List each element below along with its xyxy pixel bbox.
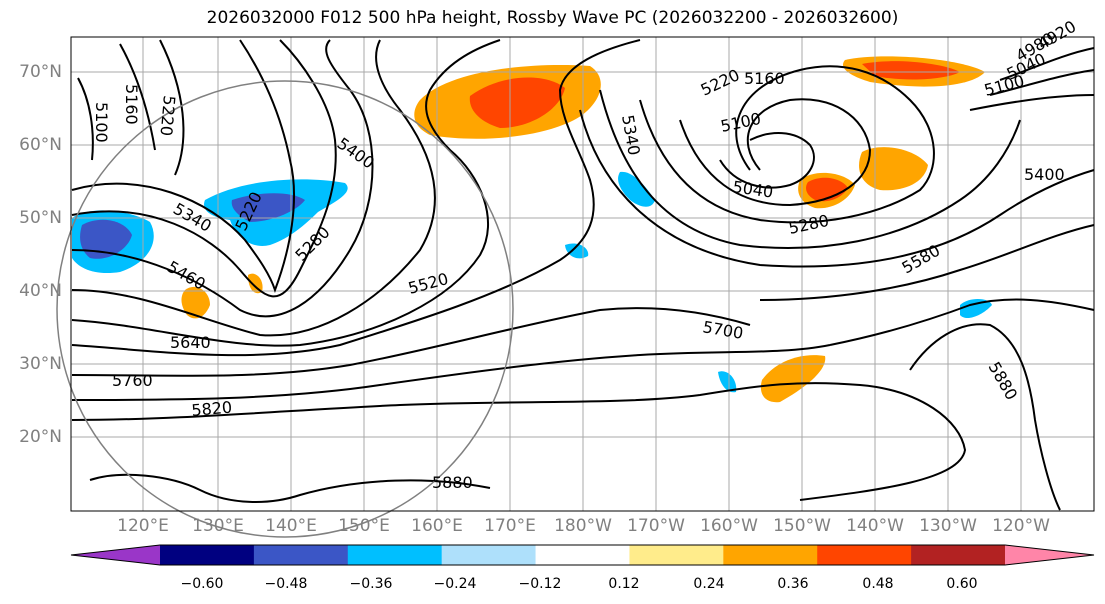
contour-line: [999, 47, 1095, 81]
contour-label: 5880: [432, 473, 473, 492]
map-frame: [70, 36, 1095, 512]
rossby-wave-shading: [72, 56, 992, 403]
contour-line: [71, 39, 337, 298]
contour-line: [119, 43, 156, 151]
colorbar-min-extension: [71, 545, 160, 565]
contour-line: [77, 77, 94, 161]
strong-positive-anomaly-area: [469, 77, 565, 128]
contour-line: [989, 69, 1095, 96]
contour-label: 5160: [122, 84, 141, 125]
colorbar-segment: [629, 545, 724, 565]
colorbar-tick-label: 0.24: [693, 576, 725, 592]
contour-line: [71, 382, 967, 501]
colorbar-outline: [70, 544, 1095, 566]
strong-negative-anomaly-area: [231, 193, 305, 222]
contour-line: [71, 39, 295, 293]
negative-anomaly-area: [718, 371, 737, 393]
colorbar-segment: [535, 545, 630, 565]
figure-title: 2026032000 F012 500 hPa height, Rossby W…: [206, 8, 899, 28]
lon-label: 130°E: [192, 516, 244, 536]
contour-label: 5400: [1024, 165, 1065, 184]
contour-line: [89, 473, 491, 503]
contour-label: 5100: [92, 102, 111, 143]
colorbar-tick-label: −0.36: [349, 576, 393, 592]
positive-anomaly-area: [181, 286, 210, 319]
contour-line: [759, 224, 1095, 301]
contour-line: [71, 344, 831, 401]
colorbar-tick-label: −0.60: [180, 576, 224, 592]
map-gridlines: [71, 37, 1094, 511]
negative-anomaly-area: [960, 298, 992, 319]
lon-label: 130°W: [919, 516, 977, 536]
contour-line: [71, 39, 641, 357]
negative-anomaly-area: [618, 171, 655, 207]
negative-anomaly-area: [565, 243, 589, 259]
contour-line: [71, 39, 501, 347]
contour-line: [719, 132, 815, 189]
lon-label: 120°E: [117, 516, 169, 536]
lon-label: 150°E: [338, 516, 390, 536]
lon-label: 140°E: [265, 516, 317, 536]
lon-label: 160°W: [700, 516, 758, 536]
strong-negative-anomaly-area: [80, 219, 132, 259]
colorbar-tick-label: −0.24: [433, 576, 477, 592]
contour-label: 5820: [191, 398, 233, 420]
colorbar-segment: [253, 545, 349, 565]
colorbar-tick-label: 0.60: [946, 576, 978, 592]
colorbar-max-extension: [1005, 545, 1094, 565]
lat-label: 70°N: [19, 62, 62, 82]
colorbar-segment: [160, 545, 255, 565]
lon-label: 180°W: [554, 516, 612, 536]
colorbar-segment: [723, 545, 818, 565]
contour-line: [71, 39, 374, 318]
contour-label: 5160: [744, 69, 785, 88]
contour-line: [829, 298, 1095, 346]
colorbar-segment: [911, 545, 1006, 565]
contour-line: [679, 98, 872, 207]
contour-line: [639, 65, 935, 224]
lon-label: 150°W: [773, 516, 831, 536]
lon-label: 170°W: [627, 516, 685, 536]
contour-line: [71, 39, 436, 337]
strong-positive-anomaly-area: [862, 61, 960, 80]
colorbar-tick-label: 0.36: [777, 576, 809, 592]
contour-line: [579, 109, 1095, 268]
contour-label: 5760: [112, 371, 153, 390]
colorbar-tick-label: −0.48: [264, 576, 308, 592]
colorbar-segments: [160, 545, 1006, 565]
contour-line: [599, 89, 1021, 249]
positive-anomaly-area: [859, 147, 928, 191]
contour-line: [909, 323, 1061, 511]
contour-line: [159, 39, 185, 176]
lon-label: 170°E: [484, 516, 536, 536]
contour-line: [71, 307, 751, 377]
colorbar-tick-label: 0.12: [608, 576, 640, 592]
colorbar-segment: [347, 545, 443, 565]
height-contours: [71, 39, 1095, 511]
positive-anomaly-area: [760, 355, 826, 403]
lat-label: 60°N: [19, 135, 62, 155]
lon-label: 120°W: [992, 516, 1050, 536]
lat-label: 20°N: [19, 427, 62, 447]
lon-label: 140°W: [846, 516, 904, 536]
colorbar-tick-label: −0.12: [518, 576, 562, 592]
colorbar-segment: [817, 545, 912, 565]
colorbar: [70, 544, 1095, 566]
lat-label: 50°N: [19, 208, 62, 228]
lon-label: 160°E: [411, 516, 463, 536]
colorbar-tick-label: 0.48: [862, 576, 894, 592]
colorbar-segment: [441, 545, 537, 565]
lat-label: 30°N: [19, 354, 62, 374]
strong-positive-anomaly-area: [806, 177, 848, 202]
contour-line: [969, 94, 1095, 111]
contour-label: 5220: [156, 95, 178, 137]
contour-label: 5640: [170, 333, 211, 352]
lat-label: 40°N: [19, 281, 62, 301]
influence-radius-circle: [56, 80, 514, 538]
